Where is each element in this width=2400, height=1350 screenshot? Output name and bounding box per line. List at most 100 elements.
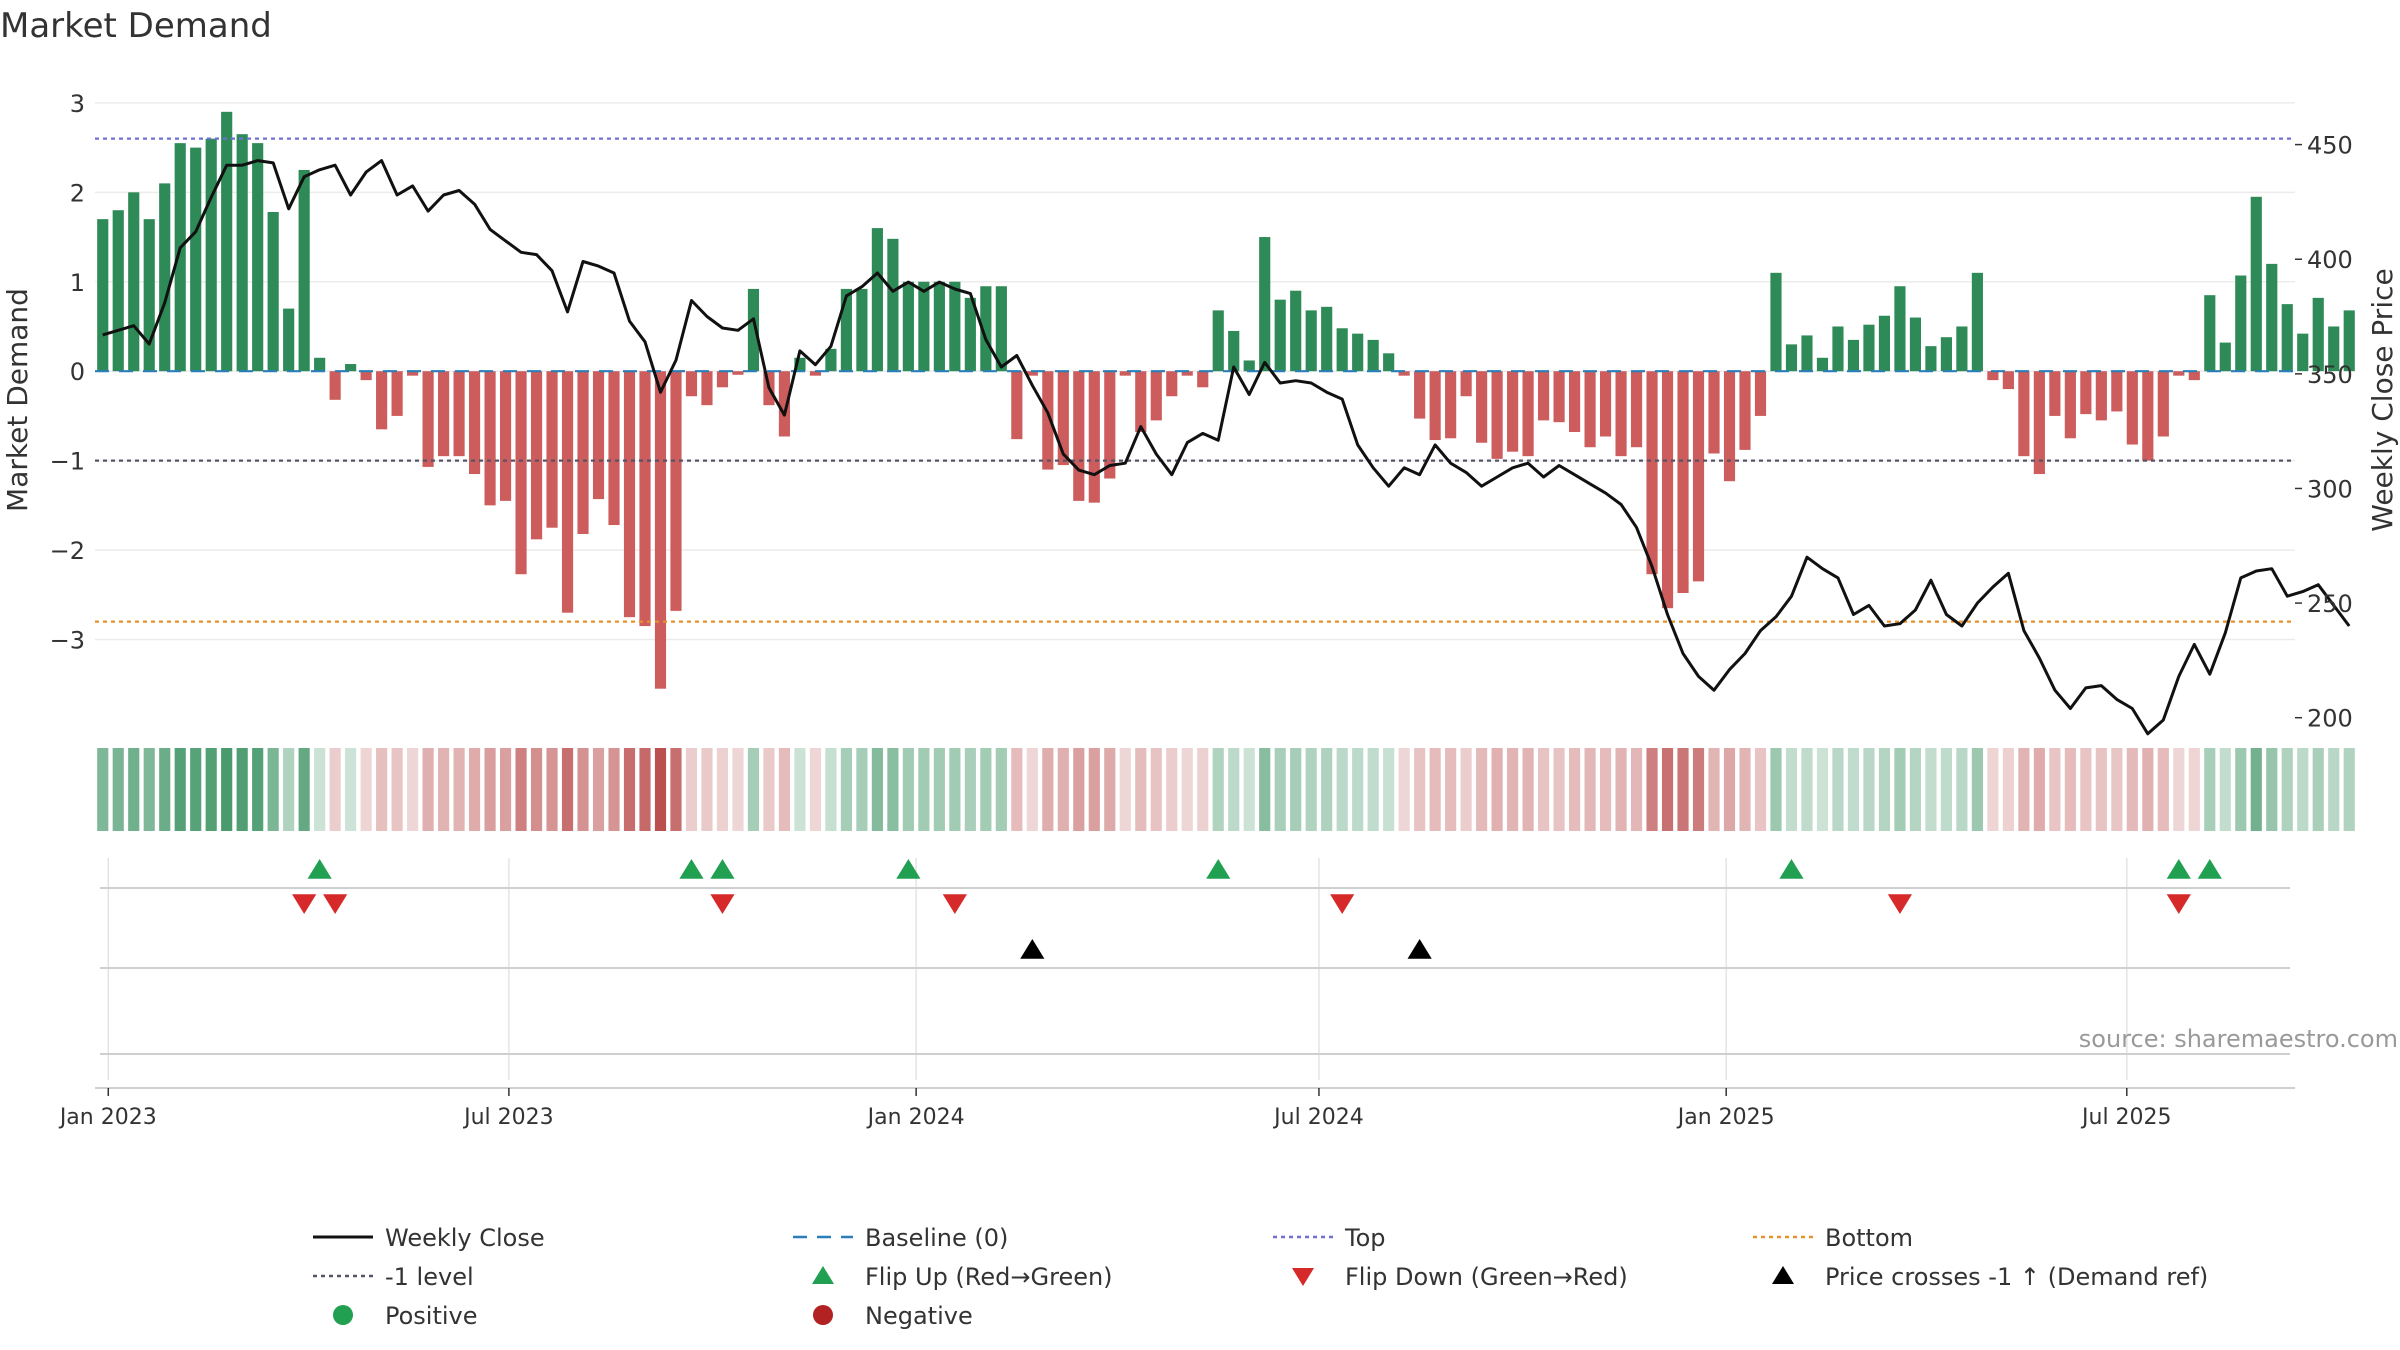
legend-label-flip_down: Flip Down (Green→Red)	[1345, 1263, 1628, 1291]
demand-bar-41	[732, 371, 744, 375]
flip-down-marker-13	[292, 894, 317, 914]
heat-cell-112	[1832, 748, 1844, 831]
heat-cell-86	[1429, 748, 1441, 831]
demand-bar-60	[1026, 371, 1038, 376]
heat-cell-100	[1646, 748, 1658, 831]
demand-bar-24	[469, 371, 481, 475]
demand-bar-11	[267, 212, 279, 372]
x-tick-label: Jan 2023	[58, 1105, 157, 1130]
heat-cell-125	[2033, 748, 2045, 831]
demand-bar-40	[716, 371, 729, 388]
demand-bar-105	[1723, 371, 1736, 482]
demand-bar-144	[2328, 326, 2340, 372]
reference-lines	[95, 137, 2295, 623]
demand-bar-53	[918, 281, 930, 372]
heat-cell-69	[1166, 748, 1178, 831]
demand-bar-45	[794, 357, 806, 372]
heat-cell-65	[1104, 748, 1116, 831]
heat-cell-23	[453, 748, 465, 831]
y-tick-label: −3	[50, 627, 85, 655]
demand-bar-109	[1785, 344, 1798, 372]
heat-cell-5	[174, 748, 186, 831]
heat-cell-35	[639, 748, 651, 831]
demand-bar-64	[1088, 371, 1100, 503]
demand-bar-5	[174, 143, 186, 372]
demand-bar-116	[1894, 286, 1906, 372]
heat-cell-114	[1863, 748, 1875, 831]
demand-bar-69	[1166, 371, 1178, 397]
heat-cell-102	[1677, 748, 1689, 831]
heat-cell-94	[1553, 748, 1565, 831]
demand-bar-39	[701, 371, 713, 406]
heat-cell-130	[2111, 748, 2123, 831]
demand-bar-102	[1677, 371, 1689, 593]
heat-cell-115	[1878, 748, 1891, 831]
demand-bar-55	[949, 281, 961, 372]
demand-bar-71	[1197, 371, 1209, 388]
heat-cell-30	[561, 748, 574, 831]
heat-cell-55	[949, 748, 961, 831]
demand-bar-52	[902, 281, 914, 372]
heat-cell-145	[2343, 748, 2355, 831]
heat-cell-107	[1754, 748, 1767, 831]
price-line-group	[102, 159, 2351, 736]
demand-bar-139	[2250, 196, 2262, 372]
demand-bar-22	[438, 371, 450, 457]
heat-cell-28	[530, 748, 543, 831]
demand-bar-8	[221, 111, 233, 372]
heat-cell-27	[515, 748, 527, 831]
heat-cell-113	[1847, 748, 1860, 831]
y2-tick-label: 350	[2307, 361, 2353, 389]
flip-up-marker-72	[1206, 859, 1231, 879]
demand-bar-76	[1274, 299, 1286, 372]
heat-cell-109	[1785, 748, 1798, 831]
demand-bar-25	[484, 371, 496, 506]
demand-bar-118	[1925, 346, 1937, 372]
heat-cell-76	[1274, 748, 1286, 831]
demand-bar-128	[2080, 371, 2092, 415]
demand-bar-87	[1445, 371, 1457, 439]
heat-cell-45	[794, 748, 806, 831]
demand-bar-117	[1909, 317, 1921, 372]
y-tick-label: 3	[70, 90, 85, 118]
heat-cell-51	[887, 748, 899, 831]
flip-up-marker-136	[2197, 859, 2222, 879]
x-axis-ticks: Jan 2023 Jul 2023 Jan 2024 Jul 2024 Jan 2025…	[58, 1088, 2172, 1130]
legend-item-baseline: Baseline (0)	[793, 1224, 1008, 1252]
heat-cell-6	[190, 748, 202, 831]
chart-title: Market Demand	[0, 6, 272, 46]
legend-label-baseline: Baseline (0)	[865, 1224, 1008, 1252]
legend-item-positive: Positive	[333, 1302, 478, 1330]
demand-bar-3	[143, 219, 155, 372]
heat-cell-52	[902, 748, 914, 831]
demand-bar-86	[1429, 371, 1441, 441]
heat-cell-116	[1894, 748, 1906, 831]
heat-cell-11	[267, 748, 279, 831]
flip-down-marker-116	[1887, 894, 1913, 914]
heat-cell-64	[1088, 748, 1100, 831]
heat-cell-120	[1956, 748, 1968, 831]
x-tick-label: Jul 2024	[1272, 1105, 1364, 1130]
demand-bar-140	[2266, 263, 2278, 372]
y-axis-label: Market Demand	[1, 288, 34, 512]
heat-cell-25	[484, 748, 496, 831]
demand-bar-104	[1708, 371, 1720, 454]
flip-down-marker-15	[323, 894, 348, 914]
heat-cell-0	[97, 748, 109, 831]
demand-bar-37	[670, 371, 682, 611]
demand-bar-88	[1460, 371, 1472, 397]
demand-bar-54	[933, 281, 945, 372]
heat-cell-29	[546, 748, 558, 831]
source-note: source: sharemaestro.com	[2079, 1025, 2398, 1053]
heat-cell-85	[1414, 748, 1426, 831]
demand-bar-14	[314, 357, 326, 372]
heat-cell-70	[1181, 748, 1193, 831]
heat-cell-73	[1228, 748, 1240, 831]
demand-bar-38	[685, 371, 698, 397]
demand-bar-136	[2204, 295, 2216, 372]
demand-bar-74	[1243, 360, 1255, 372]
heat-cell-119	[1940, 748, 1952, 831]
demand-bar-94	[1553, 371, 1565, 423]
heat-cell-66	[1119, 748, 1131, 831]
